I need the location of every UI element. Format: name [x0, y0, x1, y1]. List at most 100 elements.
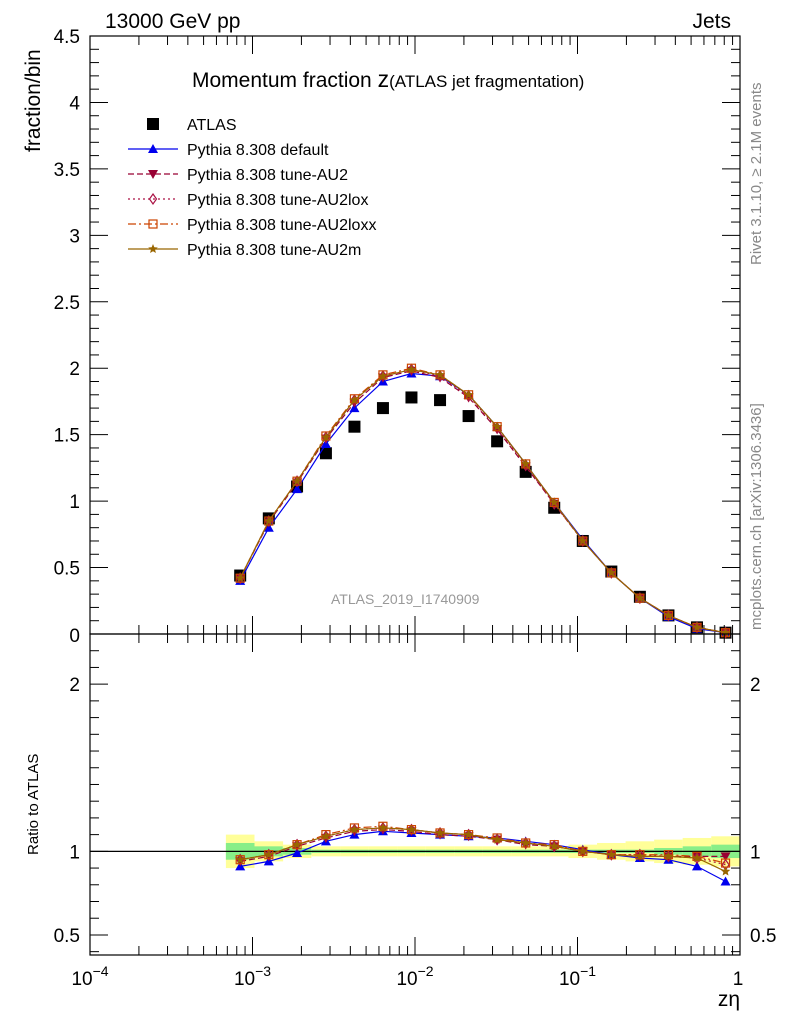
- ratio-y-axis: 0.5 0.5 1 1 2 2: [54, 650, 776, 953]
- ratio-series-point: [349, 823, 360, 833]
- ratio-series-point: [720, 866, 731, 876]
- main-series-point: [520, 458, 531, 468]
- ratio-y-tick-label-right: 0.5: [750, 926, 776, 947]
- legend-label: Pythia 8.308 tune-AU2loxx: [187, 217, 376, 234]
- ratio-series-line: [240, 825, 726, 864]
- rivet-label: Rivet 3.1.10, ≥ 2.1M events: [748, 83, 765, 266]
- ratio-y-tick-label: 2: [69, 675, 80, 696]
- main-data-point: [491, 435, 504, 448]
- main-series-point: [435, 369, 445, 379]
- ratio-series-point: [578, 846, 588, 856]
- ratio-series-point: [720, 852, 731, 862]
- ratio-series-point: [520, 838, 531, 847]
- main-x-ticks: [89, 36, 734, 634]
- main-series-point: [235, 573, 245, 583]
- x-tick-label: 10−1: [559, 963, 596, 990]
- ratio-series-point: [663, 850, 674, 860]
- main-series-point: [606, 567, 617, 577]
- ratio-y-tick-label: 1: [69, 842, 80, 863]
- main-series-point: [663, 610, 674, 620]
- legend-item: Pythia 8.308 tune-AU2lox: [128, 192, 368, 209]
- main-y-tick-label: 1: [69, 492, 80, 513]
- main-y-tick-label: 4: [69, 93, 80, 114]
- legend-marker: [148, 244, 158, 253]
- main-series-line: [239, 368, 726, 634]
- main-series-4: [235, 363, 731, 638]
- main-series-layer: [234, 363, 732, 639]
- main-plot-panel: 0.5 1 1.5 2 2.5 3 3.5 4 4.5 0: [54, 27, 741, 647]
- ratio-series-point: [492, 834, 502, 844]
- ratio-series-point: [720, 876, 731, 886]
- legend-marker: [148, 192, 158, 206]
- ratio-series-point: [321, 830, 331, 840]
- legend-item: ATLAS: [147, 117, 237, 134]
- main-series-point: [264, 516, 274, 526]
- ratio-series-point: [406, 824, 417, 834]
- main-series-point: [578, 536, 588, 545]
- ratio-series-point: [691, 861, 702, 871]
- main-y-axis: 0.5 1 1.5 2 2.5 3 3.5 4 4.5: [54, 27, 740, 622]
- main-y-tick-label: 2: [69, 359, 80, 380]
- legend-marker: [148, 144, 158, 153]
- main-data-point: [319, 447, 332, 460]
- ratio-series-point: [492, 833, 502, 843]
- x-tick-label: 10−4: [71, 963, 108, 990]
- main-y-tick-label: 4.5: [54, 27, 80, 48]
- main-series-point: [292, 484, 303, 494]
- main-series-2: [235, 366, 731, 638]
- ratio-series-point: [663, 851, 674, 861]
- legend-item: Pythia 8.308 tune-AU2m: [128, 242, 361, 259]
- ratio-plot-panel: 0.5 0.5 1 1 2 2 10−4 10−3 10−2 10−1 1: [54, 633, 776, 990]
- main-y-tick-label: 0.5: [54, 559, 80, 580]
- legend-marker: [148, 219, 158, 229]
- ratio-x-axis: 10−4 10−3 10−2 10−1 1: [71, 634, 743, 990]
- mcplots-label: mcplots.cern.ch [arXiv:1306.3436]: [748, 403, 765, 630]
- legend: ATLAS Pythia 8.308 default Pythia 8.308 tu…: [128, 117, 376, 259]
- x-tick-label: 1: [733, 969, 744, 990]
- plot-title: Momentum fraction z(ATLAS jet fragmentat…: [192, 66, 584, 92]
- plot-title-variable: z: [378, 66, 390, 92]
- main-series-line: [239, 368, 726, 634]
- ratio-series-point: [635, 848, 645, 861]
- main-y-tick-label: 3.5: [54, 160, 80, 181]
- legend-item: Pythia 8.308 default: [128, 142, 329, 159]
- main-series-point: [378, 371, 388, 381]
- main-series-point: [292, 476, 302, 486]
- x-tick-label: 10−2: [396, 963, 433, 990]
- main-series-point: [549, 497, 559, 507]
- main-series-5: [235, 364, 731, 637]
- ratio-series-point: [463, 829, 474, 839]
- ratio-series-4: [235, 822, 731, 876]
- analysis-watermark: ATLAS_2019_I1740909: [331, 591, 480, 607]
- legend-label: Pythia 8.308 default: [187, 142, 329, 159]
- main-series-point: [321, 432, 331, 442]
- main-series-point: [406, 364, 417, 374]
- main-y-tick-label-0: 0: [69, 626, 80, 647]
- ratio-series-point: [549, 840, 559, 850]
- ratio-y-axis-label: Ratio to ATLAS: [25, 754, 42, 855]
- header-left: 13000 GeV pp: [105, 10, 240, 33]
- ratio-y-tick-label-right: 1: [750, 842, 761, 863]
- main-series-point: [492, 421, 502, 431]
- ratio-series-point: [635, 850, 645, 860]
- main-data-point: [405, 391, 418, 404]
- legend-label: Pythia 8.308 tune-AU2: [187, 167, 348, 184]
- main-y-axis-label: fraction/bin: [22, 49, 45, 152]
- ratio-series-layer: [235, 821, 731, 886]
- main-series-line: [239, 367, 726, 634]
- ratio-series-point: [635, 851, 645, 861]
- main-data-point: [376, 402, 389, 415]
- main-y-tick-label: 2.5: [54, 293, 80, 314]
- main-series-point: [692, 622, 702, 632]
- ratio-series-point: [692, 851, 702, 861]
- main-series-point: [349, 395, 360, 405]
- main-series-point: [635, 593, 645, 603]
- ratio-series-point: [321, 831, 331, 841]
- ratio-series-point: [235, 854, 245, 864]
- ratio-series-point: [349, 824, 360, 834]
- main-y-tick-label: 1.5: [54, 426, 80, 447]
- legend-label: Pythia 8.308 tune-AU2lox: [187, 192, 368, 209]
- main-series-line: [239, 372, 726, 634]
- ratio-y-tick-label: 0.5: [54, 926, 80, 947]
- main-data-point: [462, 410, 475, 423]
